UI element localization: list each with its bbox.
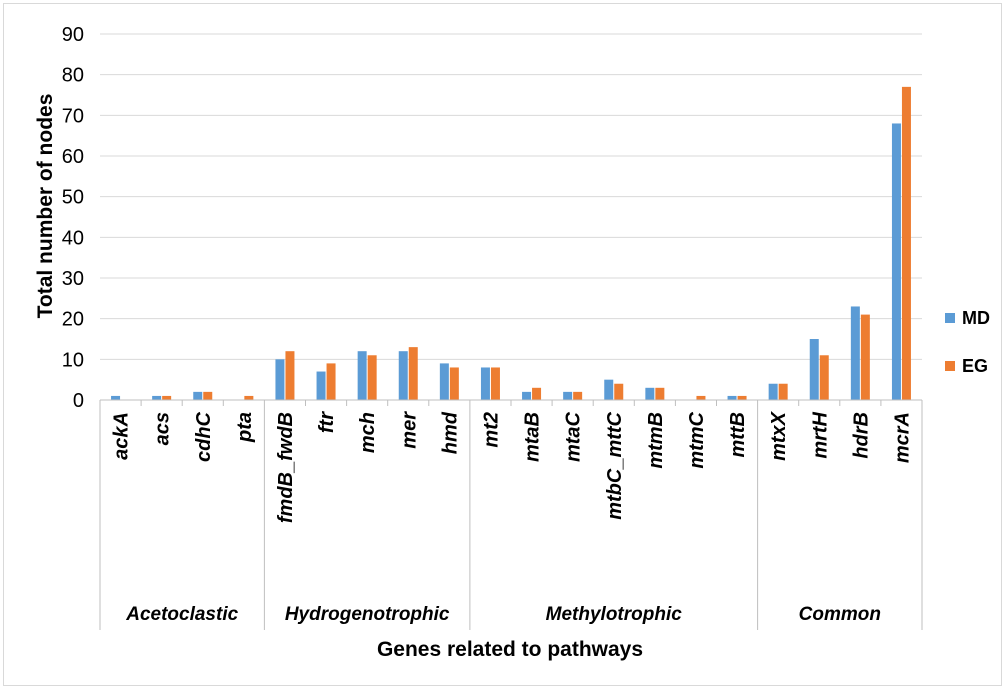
bar-md-mcrA: [891, 123, 901, 400]
x-category-label: hmd: [439, 411, 461, 454]
bar-eg-mtmB: [655, 387, 665, 400]
x-category-label: mtmB: [645, 412, 667, 469]
x-category-label: mcrA: [891, 412, 913, 463]
x-category-label: mtbC_mttC: [604, 411, 626, 519]
x-category-label: mer: [398, 411, 420, 449]
bar-eg-mtaB: [532, 387, 542, 400]
x-category-label: mrtH: [809, 411, 831, 458]
bar-eg-hdrB: [860, 314, 870, 400]
x-group-label: Acetoclastic: [125, 604, 238, 625]
bar-eg-mrtH: [819, 355, 829, 400]
bar-eg-hmd: [449, 367, 459, 400]
y-tick-label: 40: [62, 227, 84, 249]
bar-eg-mtmC: [696, 395, 706, 400]
bar-md-mtbC_mttC: [604, 379, 614, 400]
y-tick-label: 50: [62, 187, 84, 209]
x-axis-category-labels: ackA acs cdhC pta fmdB_fwdB ftr mch mer hmd mt2 mt…: [111, 410, 914, 523]
bar-eg-mcrA: [901, 86, 911, 400]
x-group-label: Methylotrophic: [546, 604, 683, 625]
y-axis-ticks: 0 10 20 30 40 50 60 70 80 90: [62, 24, 84, 412]
bar-eg-cdhC: [203, 391, 213, 400]
bar-eg-acs: [162, 395, 172, 400]
x-category-label: pta: [234, 412, 256, 443]
bar-md-mtaB: [522, 391, 532, 400]
x-axis-title: Genes related to pathways: [377, 638, 643, 661]
bar-md-acs: [152, 395, 162, 400]
x-category-label: ftr: [316, 411, 338, 433]
x-category-label: mt2: [480, 412, 502, 448]
bar-eg-mtbC_mttC: [614, 383, 624, 400]
y-axis-title: Total number of nodes: [34, 94, 57, 319]
bar-md-mttB: [727, 395, 737, 400]
legend-label-eg: EG: [962, 356, 988, 376]
bar-eg-mt2: [490, 367, 500, 400]
bar-eg-mer: [408, 347, 418, 400]
bar-md-ftr: [316, 371, 326, 400]
x-category-label: hdrB: [850, 412, 872, 459]
bar-eg-mtaC: [573, 391, 583, 400]
bar-md-fmdB_fwdB: [275, 359, 285, 400]
x-group-label: Hydrogenotrophic: [285, 604, 450, 625]
x-category-label: mtaB: [522, 412, 544, 462]
bar-eg-ftr: [326, 363, 336, 400]
x-category-label: mtmC: [686, 411, 708, 468]
bar-md-ackA: [111, 395, 121, 400]
legend-swatch-eg: [945, 361, 955, 371]
y-tick-label: 0: [73, 390, 84, 412]
x-category-label: mch: [357, 412, 379, 453]
legend-label-md: MD: [962, 308, 990, 328]
chart-frame: [3, 3, 1002, 686]
x-category-label: ackA: [111, 412, 133, 460]
x-category-label: mtxX: [768, 410, 790, 461]
bar-md-mch: [357, 351, 367, 400]
bar-md-mt2: [480, 367, 490, 400]
bar-md-mtaC: [563, 391, 573, 400]
x-category-label: mtaC: [563, 411, 585, 462]
bar-md-mtxX: [768, 383, 778, 400]
gridlines: [100, 33, 922, 360]
x-group-label: Common: [799, 604, 881, 625]
y-tick-label: 10: [62, 349, 84, 371]
x-category-label: mttB: [727, 412, 749, 458]
y-tick-label: 60: [62, 146, 84, 168]
bar-md-hmd: [439, 363, 449, 400]
bar-eg-fmdB_fwdB: [285, 351, 295, 400]
bar-eg-mtxX: [778, 383, 788, 400]
bar-md-hdrB: [850, 306, 860, 400]
bar-md-cdhC: [193, 391, 203, 400]
bar-md-mtmB: [645, 387, 655, 400]
bar-md-mer: [398, 351, 408, 400]
y-tick-label: 90: [62, 24, 84, 46]
bar-eg-mttB: [737, 395, 747, 400]
y-tick-label: 70: [62, 105, 84, 127]
y-tick-label: 20: [62, 309, 84, 331]
bar-eg-mch: [367, 355, 377, 400]
bar-md-mrtH: [809, 339, 819, 400]
x-axis-group-labels: Acetoclastic Hydrogenotrophic Methylotroph…: [125, 604, 881, 625]
bars: [111, 86, 911, 400]
x-category-label: acs: [152, 412, 174, 445]
bar-eg-pta: [244, 395, 254, 400]
y-tick-label: 80: [62, 65, 84, 87]
x-category-label: cdhC: [193, 411, 215, 462]
legend-swatch-md: [945, 313, 955, 323]
axes: [99, 399, 923, 630]
legend: MD EG: [945, 308, 990, 376]
y-tick-label: 30: [62, 268, 84, 290]
x-category-label: fmdB_fwdB: [275, 412, 297, 523]
